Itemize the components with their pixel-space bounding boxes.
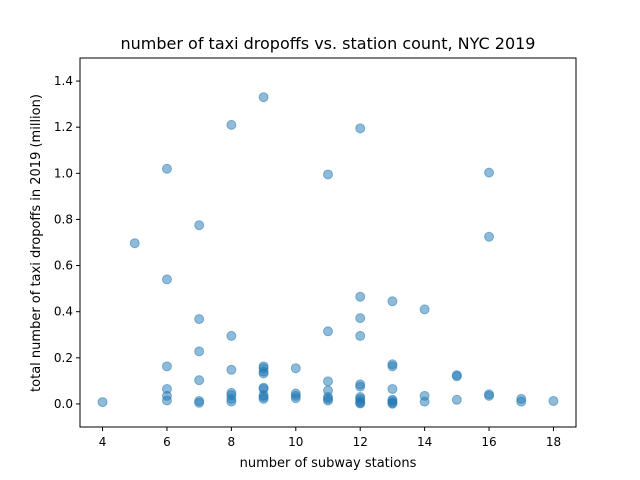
data-point: [388, 384, 397, 393]
data-point: [98, 398, 107, 407]
x-tick-label: 4: [99, 435, 107, 449]
data-point: [195, 315, 204, 324]
data-point: [356, 331, 365, 340]
data-point: [420, 305, 429, 314]
data-point: [356, 399, 365, 408]
x-axis-label: number of subway stations: [240, 456, 417, 471]
chart-title: number of taxi dropoffs vs. station coun…: [121, 34, 536, 53]
data-point: [485, 232, 494, 241]
data-point: [388, 297, 397, 306]
data-point: [356, 314, 365, 323]
x-axis: 4 6 8 10 12 14 16 18: [99, 427, 561, 449]
y-tick-label: 0.2: [54, 351, 73, 365]
data-points: [98, 93, 558, 409]
data-point: [291, 364, 300, 373]
x-tick-label: 10: [288, 435, 303, 449]
x-tick-label: 8: [228, 435, 236, 449]
y-tick-label: 0.4: [54, 305, 73, 319]
data-point: [227, 397, 236, 406]
x-tick-label: 12: [353, 435, 368, 449]
y-tick-label: 1.4: [54, 74, 73, 88]
x-tick-label: 6: [163, 435, 171, 449]
data-point: [388, 362, 397, 371]
data-point: [259, 369, 268, 378]
data-point: [452, 372, 461, 381]
x-tick-label: 14: [417, 435, 432, 449]
data-point: [162, 362, 171, 371]
y-axis: 0.0 0.2 0.4 0.6 0.8 1.0 1.2 1.4: [54, 74, 80, 411]
data-point: [162, 396, 171, 405]
data-point: [388, 399, 397, 408]
data-point: [259, 394, 268, 403]
data-point: [227, 331, 236, 340]
data-point: [130, 239, 139, 248]
data-point: [162, 275, 171, 284]
y-tick-label: 0.6: [54, 259, 73, 273]
data-point: [356, 124, 365, 133]
x-tick-label: 16: [481, 435, 496, 449]
data-point: [356, 382, 365, 391]
y-tick-label: 0.8: [54, 212, 73, 226]
data-point: [324, 327, 333, 336]
data-point: [485, 168, 494, 177]
data-point: [324, 396, 333, 405]
data-point: [195, 376, 204, 385]
data-point: [195, 398, 204, 407]
y-tick-label: 1.2: [54, 120, 73, 134]
data-point: [227, 365, 236, 374]
data-point: [549, 396, 558, 405]
plot-frame: [80, 58, 576, 427]
data-point: [324, 377, 333, 386]
data-point: [195, 347, 204, 356]
data-point: [227, 120, 236, 129]
data-point: [162, 164, 171, 173]
y-tick-label: 0.0: [54, 397, 73, 411]
data-point: [291, 394, 300, 403]
data-point: [420, 397, 429, 406]
data-point: [452, 395, 461, 404]
data-point: [195, 221, 204, 230]
data-point: [356, 292, 365, 301]
data-point: [324, 170, 333, 179]
x-tick-label: 18: [546, 435, 561, 449]
y-axis-label: total number of taxi dropoffs in 2019 (m…: [29, 94, 44, 392]
data-point: [517, 397, 526, 406]
data-point: [485, 391, 494, 400]
data-point: [259, 93, 268, 102]
y-tick-label: 1.0: [54, 166, 73, 180]
